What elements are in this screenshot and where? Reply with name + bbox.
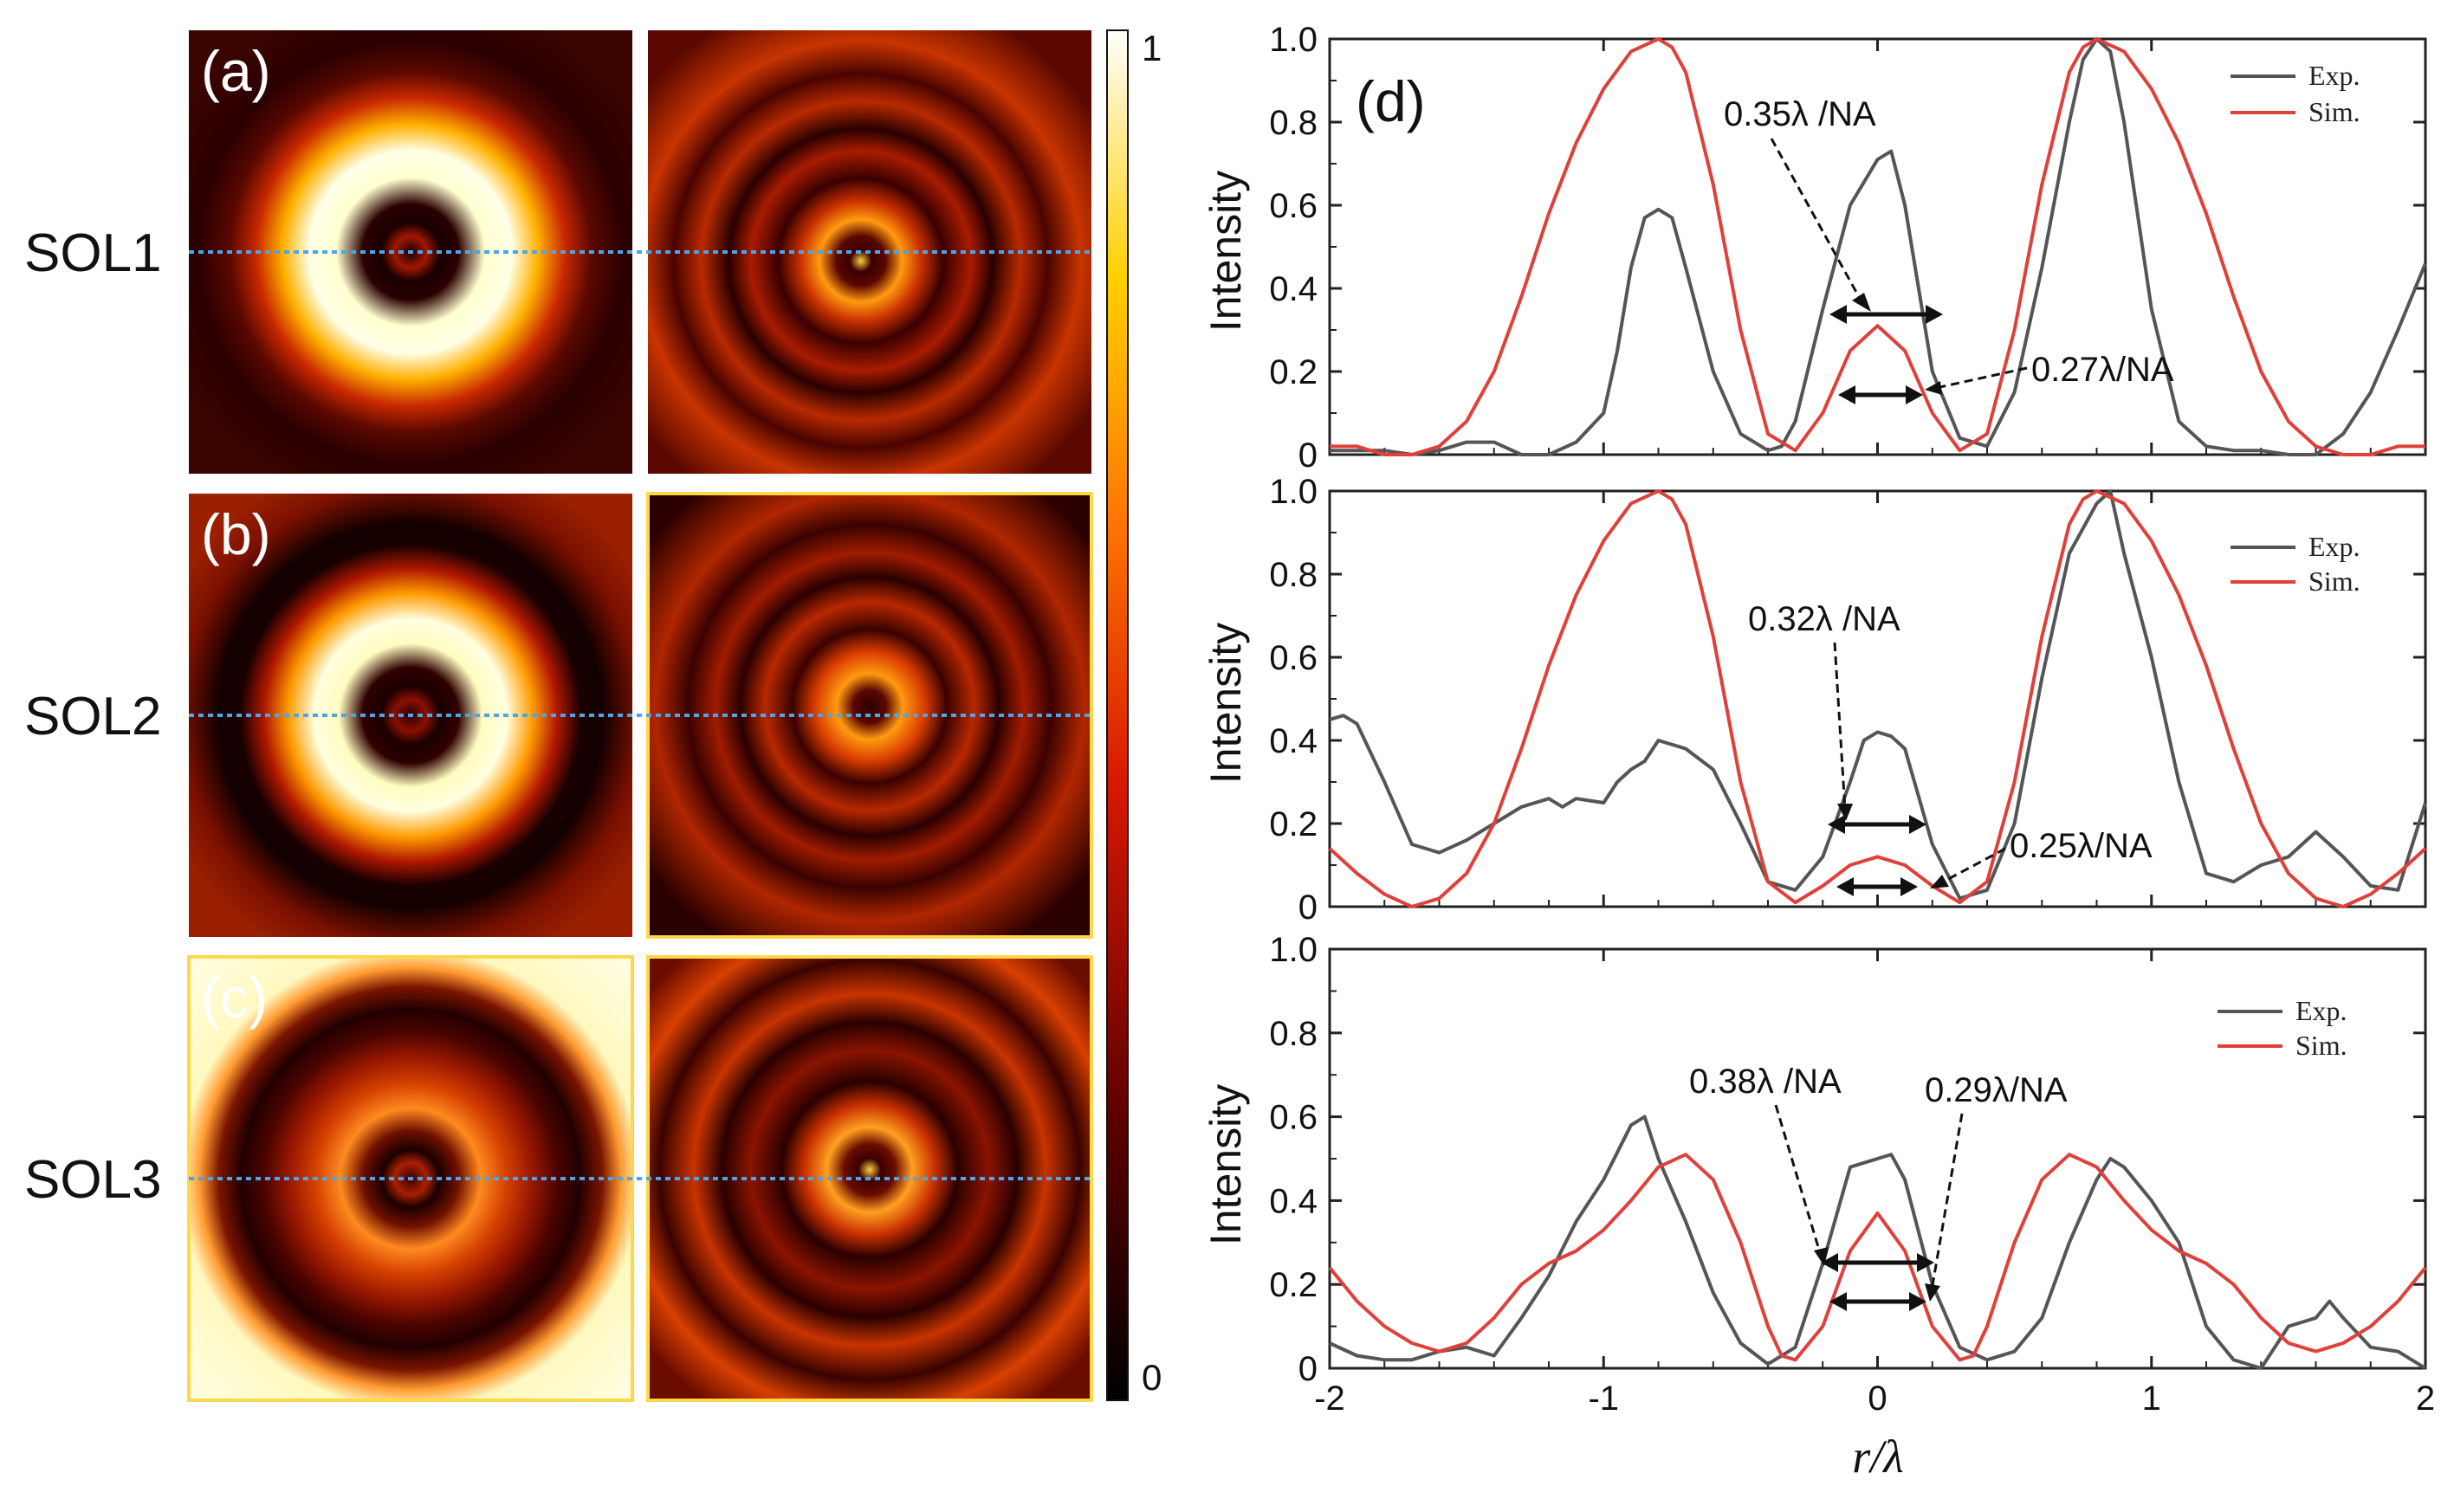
fwhm-1-exp-left-head <box>1829 305 1847 324</box>
series-line-sim <box>1330 37 2425 456</box>
ytick-label: 0.2 <box>1269 1266 1318 1304</box>
chart-panel-1-frame <box>1328 37 2427 456</box>
panel-letter-a: (a) <box>201 39 271 103</box>
annotation-1a-arrow <box>1770 138 1864 304</box>
ytick-label: 1.0 <box>1269 931 1318 969</box>
chart-panel-1-legend: Exp. Sim. <box>2231 60 2360 127</box>
chart-panel-2-frame <box>1328 489 2427 908</box>
xtick-label: -1 <box>1588 1380 1619 1418</box>
ytick-label: 0.4 <box>1269 722 1318 760</box>
image-grid: (a) (b) (c) SOL1 SOL2 SOL3 <box>24 30 1093 1402</box>
chart-panel-1-annotations: 0.35λ /NA 0.27λ/NA <box>1724 95 2174 404</box>
annotation-2b-arrow <box>1939 847 2006 885</box>
ytick-label: 0.8 <box>1269 104 1318 142</box>
fwhm-3-exp-left-head <box>1821 1253 1838 1272</box>
ytick-label: 0.6 <box>1269 187 1318 225</box>
ytick-label: 0.4 <box>1269 1182 1318 1220</box>
chart-panel-1-ylabel: Intensity <box>1201 171 1250 332</box>
fwhm-3-exp-right-head <box>1917 1253 1934 1272</box>
legend-3-exp-label: Exp. <box>2295 995 2347 1026</box>
legend-3-sim-label: Sim. <box>2295 1030 2347 1061</box>
ytick-label: 1.0 <box>1269 473 1318 511</box>
series-line-exp <box>1330 37 2427 456</box>
legend-2-sim-label: Sim. <box>2308 565 2360 597</box>
legend-1-sim-label: Sim. <box>2308 96 2360 127</box>
fwhm-3-sim-right-head <box>1909 1292 1926 1311</box>
chart-panel-3-annotations: 0.38λ /NA 0.29λ/NA <box>1689 1063 2068 1311</box>
chart-panel-3-axes: 0 0.2 0.4 0.6 0.8 1.0 -2 -1 0 1 2 <box>1269 931 2435 1418</box>
series-line-sim <box>1328 1153 2427 1362</box>
fwhm-1-sim-right-head <box>1906 385 1923 404</box>
chart-panel-3-legend: Exp. Sim. <box>2218 995 2347 1061</box>
x-axis-label: r/λ <box>1852 1431 1903 1483</box>
fwhm-3-sim-left-head <box>1829 1292 1847 1311</box>
ytick-label: 0.2 <box>1269 805 1318 843</box>
chart-panel-2-annotations: 0.32λ /NA 0.25λ/NA <box>1748 600 2153 896</box>
chart-panel-2-ylabel: Intensity <box>1201 623 1250 784</box>
annotation-2a: 0.32λ /NA <box>1748 600 1900 638</box>
ytick-label: 0.8 <box>1269 556 1318 594</box>
colorbar: 1 0 <box>1106 28 1162 1401</box>
fwhm-2-exp-right-head <box>1909 815 1926 834</box>
annotation-2b-arrowhead <box>1930 875 1949 888</box>
colorbar-max-label: 1 <box>1142 28 1162 68</box>
fwhm-2-sim-left-head <box>1836 877 1854 896</box>
row-label-sol3: SOL3 <box>24 1150 162 1210</box>
xtick-label: 2 <box>2416 1380 2435 1418</box>
annotation-2a-arrowhead <box>1837 804 1853 821</box>
series-line-sim <box>1328 489 2427 908</box>
ytick-label: 0.2 <box>1269 353 1318 391</box>
chart-panel-1: 0 0.2 0.4 0.6 0.8 1.0 (d) Intensity Exp. Sim.… <box>1201 21 2427 475</box>
fwhm-2-exp-left-head <box>1828 815 1845 834</box>
chart-panel-2-legend: Exp. Sim. <box>2231 531 2360 597</box>
annotation-3a-arrow <box>1774 1104 1823 1257</box>
panel-letter-d: (d) <box>1356 69 1426 133</box>
ytick-label: 0 <box>1298 436 1318 475</box>
legend-2-exp-label: Exp. <box>2308 531 2360 562</box>
annotation-3b-arrow <box>1930 1113 1964 1291</box>
annotation-1b: 0.27λ/NA <box>2031 351 2174 389</box>
xtick-label: 0 <box>1868 1380 1887 1418</box>
ytick-label: 1.0 <box>1269 21 1318 59</box>
ytick-label: 0 <box>1298 888 1318 927</box>
panel-letter-c: (c) <box>201 966 268 1030</box>
row-label-sol2: SOL2 <box>24 687 162 746</box>
ytick-label: 0.8 <box>1269 1015 1318 1053</box>
annotation-3a: 0.38λ /NA <box>1689 1063 1842 1101</box>
annotation-2b: 0.25λ/NA <box>2010 827 2153 865</box>
exp-image-sol2 <box>646 492 1093 939</box>
panel-letter-b: (b) <box>201 502 271 566</box>
annotation-3b: 0.29λ/NA <box>1925 1071 2068 1109</box>
fwhm-1-exp-right-head <box>1926 305 1943 324</box>
colorbar-min-label: 0 <box>1142 1357 1162 1398</box>
ytick-label: 0 <box>1298 1350 1318 1388</box>
chart-panel-3: 0 0.2 0.4 0.6 0.8 1.0 -2 -1 0 1 2 Intensity Exp. S… <box>1201 931 2435 1418</box>
ytick-label: 0.4 <box>1269 270 1318 308</box>
colorbar-gradient <box>1106 29 1129 1401</box>
ytick-label: 0.6 <box>1269 639 1318 677</box>
chart-panel-2: 0 0.2 0.4 0.6 0.8 1.0 Intensity Exp. Sim. 0.3… <box>1201 473 2427 927</box>
annotation-1a: 0.35λ /NA <box>1724 95 1876 133</box>
series-line-exp <box>1329 489 2427 901</box>
legend-1-exp-label: Exp. <box>2308 60 2360 91</box>
chart-panel-2-axes: 0 0.2 0.4 0.6 0.8 1.0 <box>1269 473 2427 927</box>
series-line-exp <box>1329 1115 2427 1370</box>
fwhm-2-sim-right-head <box>1900 877 1918 896</box>
ytick-label: 0.6 <box>1269 1099 1318 1137</box>
chart-panel-1-axes: 0 0.2 0.4 0.6 0.8 1.0 <box>1269 21 2427 475</box>
annotation-1a-arrowhead <box>1852 293 1871 312</box>
chart-panel-3-ylabel: Intensity <box>1201 1084 1250 1245</box>
fwhm-1-sim-left-head <box>1838 385 1855 404</box>
annotation-2a-arrow <box>1833 642 1847 811</box>
row-label-sol1: SOL1 <box>24 223 162 283</box>
annotation-3b-arrowhead <box>1925 1283 1940 1302</box>
xtick-label: 1 <box>2142 1380 2161 1418</box>
profile-charts: 0 0.2 0.4 0.6 0.8 1.0 (d) Intensity Exp. Sim.… <box>1201 21 2435 1483</box>
annotation-1b-arrowhead <box>1925 381 1942 395</box>
annotation-1b-arrow <box>1935 366 2028 390</box>
xtick-label: -2 <box>1314 1380 1345 1418</box>
